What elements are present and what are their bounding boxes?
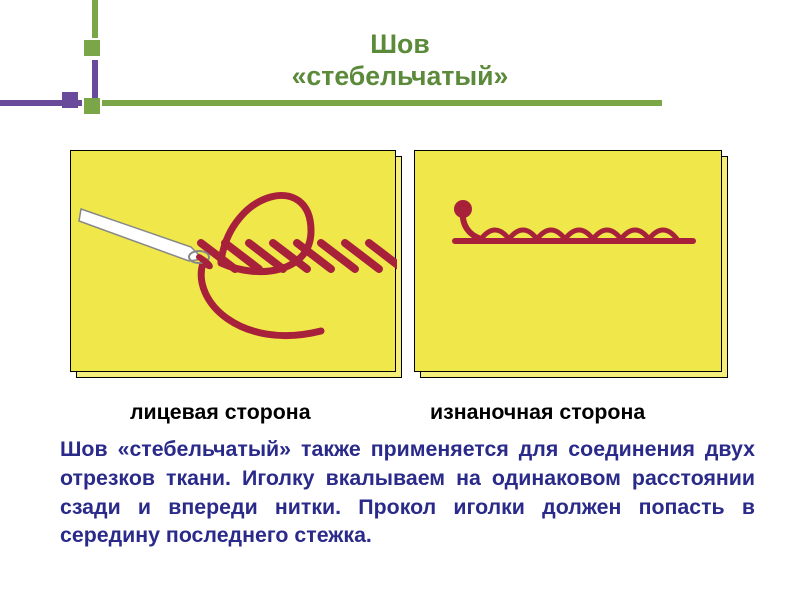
caption-front: лицевая сторона [130, 400, 311, 425]
page-title: Шов «стебельчатый» [0, 28, 800, 92]
body-text: Шов «стебельчатый» также применяется для… [60, 435, 755, 550]
panel-front [70, 150, 396, 372]
panel-back-wrap [414, 150, 722, 372]
stitch-front-svg [71, 151, 397, 373]
title-line1: Шов [370, 29, 429, 59]
panel-front-wrap [70, 150, 396, 372]
stitch-back-svg [415, 151, 723, 373]
caption-back: изнаночная сторона [430, 400, 645, 425]
slide: Шов «стебельчатый» лицевая сторона изнан… [0, 0, 800, 600]
decor-line [102, 100, 662, 106]
title-line2: «стебельчатый» [292, 61, 509, 91]
panel-back [414, 150, 722, 372]
decor-square [62, 92, 78, 108]
illustration-panels [70, 150, 722, 372]
decor-square [84, 98, 100, 114]
